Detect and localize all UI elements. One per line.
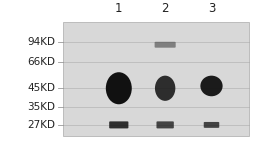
- Bar: [63, 22, 248, 136]
- Ellipse shape: [200, 76, 222, 96]
- Text: 3: 3: [207, 2, 214, 15]
- Text: 35KD: 35KD: [27, 102, 55, 112]
- FancyBboxPatch shape: [109, 121, 128, 128]
- Text: 94KD: 94KD: [27, 37, 55, 47]
- Text: 66KD: 66KD: [27, 57, 55, 67]
- Text: 27KD: 27KD: [27, 120, 55, 130]
- Ellipse shape: [154, 76, 175, 101]
- Ellipse shape: [105, 72, 131, 104]
- FancyBboxPatch shape: [203, 122, 218, 128]
- Text: 2: 2: [161, 2, 168, 15]
- Text: 45KD: 45KD: [27, 83, 55, 93]
- FancyBboxPatch shape: [154, 42, 175, 48]
- FancyBboxPatch shape: [156, 121, 173, 128]
- Text: 1: 1: [115, 2, 122, 15]
